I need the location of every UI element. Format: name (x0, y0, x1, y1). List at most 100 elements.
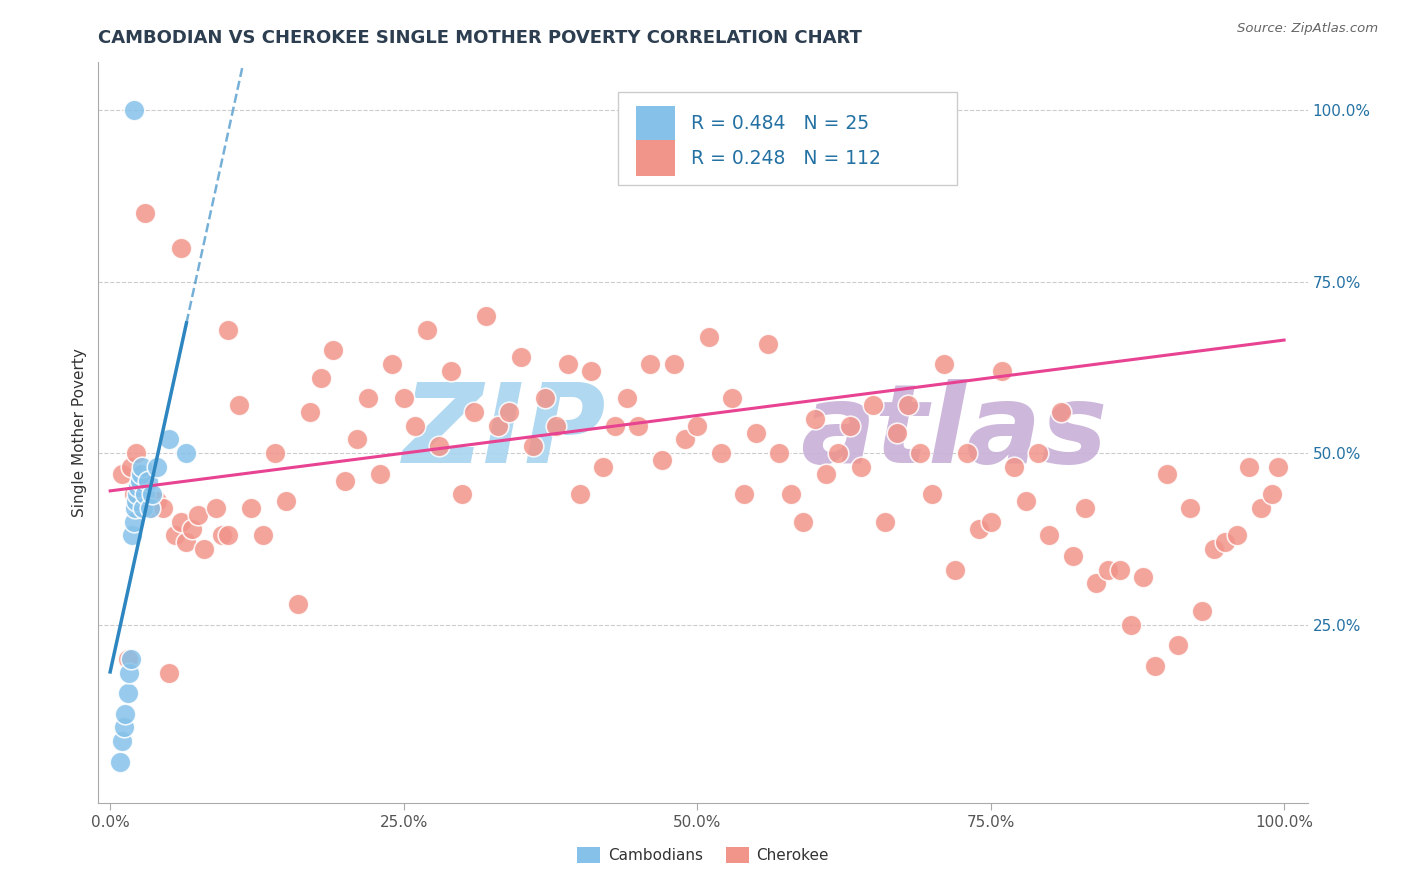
Text: atlas: atlas (800, 379, 1107, 486)
Point (1026, 446, 1049, 460)
Point (568, 487, 591, 501)
Point (1237, 459, 1260, 474)
Text: R = 0.248   N = 112: R = 0.248 N = 112 (690, 149, 880, 169)
Point (1073, 501, 1095, 516)
Point (252, 528, 274, 542)
Point (921, 487, 943, 501)
Point (886, 425, 908, 440)
Point (108, 755, 131, 769)
Point (381, 357, 404, 371)
Point (427, 439, 450, 453)
Point (792, 515, 814, 529)
Point (122, 515, 145, 529)
Point (522, 439, 544, 453)
Point (673, 433, 696, 447)
Point (134, 206, 156, 220)
Point (1191, 604, 1213, 618)
Point (111, 734, 134, 748)
Point (1085, 576, 1108, 591)
Point (311, 371, 333, 385)
Point (141, 501, 163, 516)
Point (157, 665, 180, 680)
Point (139, 501, 162, 516)
Point (616, 392, 638, 406)
Point (131, 459, 153, 474)
Point (967, 522, 990, 536)
Point (932, 357, 955, 371)
Point (146, 494, 169, 508)
Point (862, 398, 884, 412)
Point (217, 528, 239, 542)
Point (546, 418, 568, 433)
Point (129, 467, 152, 481)
Point (475, 309, 498, 323)
Point (1215, 535, 1237, 549)
Point (815, 467, 838, 481)
Point (117, 686, 139, 700)
Point (1108, 563, 1130, 577)
Point (768, 446, 790, 460)
Point (368, 467, 391, 481)
Bar (637, 106, 675, 142)
Legend: Cambodians, Cherokee: Cambodians, Cherokee (571, 841, 835, 869)
Point (638, 357, 661, 371)
Point (132, 501, 155, 516)
Point (908, 446, 931, 460)
Point (111, 467, 134, 481)
Point (128, 474, 150, 488)
Point (217, 323, 239, 337)
Point (1261, 487, 1284, 501)
Point (125, 446, 148, 460)
Point (745, 425, 768, 440)
Point (333, 474, 356, 488)
Point (651, 453, 673, 467)
Point (710, 446, 733, 460)
Point (1226, 528, 1249, 542)
Point (956, 446, 979, 460)
Point (1156, 467, 1178, 481)
Point (134, 487, 156, 501)
Point (1121, 617, 1143, 632)
Point (276, 494, 298, 508)
Point (187, 508, 209, 522)
Point (897, 398, 920, 412)
Point (1267, 459, 1289, 474)
Point (120, 652, 142, 666)
Point (114, 706, 136, 721)
Point (169, 515, 191, 529)
Y-axis label: Single Mother Poverty: Single Mother Poverty (72, 348, 87, 517)
Point (510, 350, 533, 364)
Point (298, 405, 321, 419)
Point (392, 392, 415, 406)
Point (152, 501, 174, 516)
Point (404, 418, 426, 433)
Point (322, 343, 344, 358)
Point (1050, 405, 1073, 419)
Point (128, 480, 150, 494)
Point (176, 446, 198, 460)
Point (803, 412, 825, 426)
Point (1097, 563, 1119, 577)
Point (1015, 494, 1038, 508)
Point (263, 446, 285, 460)
Point (1167, 638, 1189, 652)
Point (121, 528, 143, 542)
Point (686, 418, 709, 433)
Point (603, 418, 626, 433)
Point (163, 528, 186, 542)
Point (228, 398, 250, 412)
Point (1202, 542, 1225, 557)
Bar (637, 140, 675, 176)
Point (592, 459, 614, 474)
Point (357, 392, 380, 406)
Text: Source: ZipAtlas.com: Source: ZipAtlas.com (1237, 22, 1378, 36)
Point (486, 418, 509, 433)
Text: R = 0.484   N = 25: R = 0.484 N = 25 (690, 114, 869, 134)
Point (498, 405, 520, 419)
Point (127, 487, 149, 501)
Point (211, 528, 233, 542)
Point (1143, 658, 1166, 673)
Point (193, 542, 215, 557)
Point (980, 515, 1002, 529)
Point (346, 433, 368, 447)
